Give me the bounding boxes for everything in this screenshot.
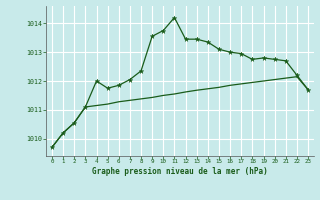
X-axis label: Graphe pression niveau de la mer (hPa): Graphe pression niveau de la mer (hPa): [92, 167, 268, 176]
